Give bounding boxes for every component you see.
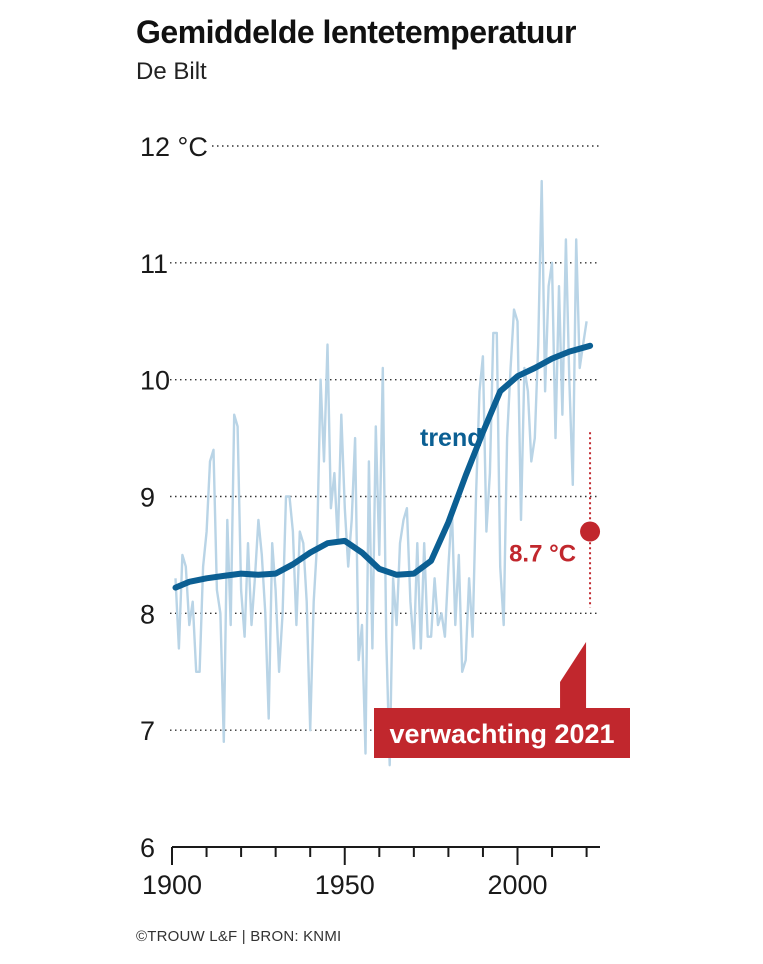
trend-line — [172, 342, 594, 591]
callout-pointer-base — [560, 682, 587, 708]
chart-subtitle: De Bilt — [136, 58, 207, 85]
series-layer: trend — [172, 179, 594, 767]
source-credit: ©TROUW L&F | BRON: KNMI — [136, 928, 342, 945]
annual-temperature-line — [174, 179, 588, 767]
trend-label: trend — [420, 424, 483, 452]
forecast-annotation: 8.7 °C verwachting 2021 — [374, 432, 630, 758]
y-tick-label: 9 — [140, 483, 155, 513]
chart-title: Gemiddelde lentetemperatuur — [136, 14, 576, 50]
y-tick-label: 8 — [140, 599, 155, 629]
y-tick-label: 12 °C — [140, 132, 208, 162]
y-tick-label: 11 — [140, 249, 168, 279]
callout-label: verwachting 2021 — [389, 719, 614, 749]
x-tick-label: 1950 — [315, 870, 375, 900]
forecast-value-label: 8.7 °C — [509, 541, 576, 568]
y-tick-label: 10 — [140, 366, 170, 396]
y-axis: 12 °C 11 10 9 8 7 6 — [140, 132, 208, 863]
x-tick-label: 2000 — [487, 870, 547, 900]
x-tick-label: 1900 — [142, 870, 202, 900]
x-axis: 1900 1950 2000 — [142, 846, 600, 900]
y-tick-label: 6 — [140, 833, 155, 863]
forecast-point — [580, 521, 601, 542]
callout-box — [374, 708, 630, 758]
callout-pointer — [560, 642, 587, 682]
y-tick-label: 7 — [140, 716, 155, 746]
